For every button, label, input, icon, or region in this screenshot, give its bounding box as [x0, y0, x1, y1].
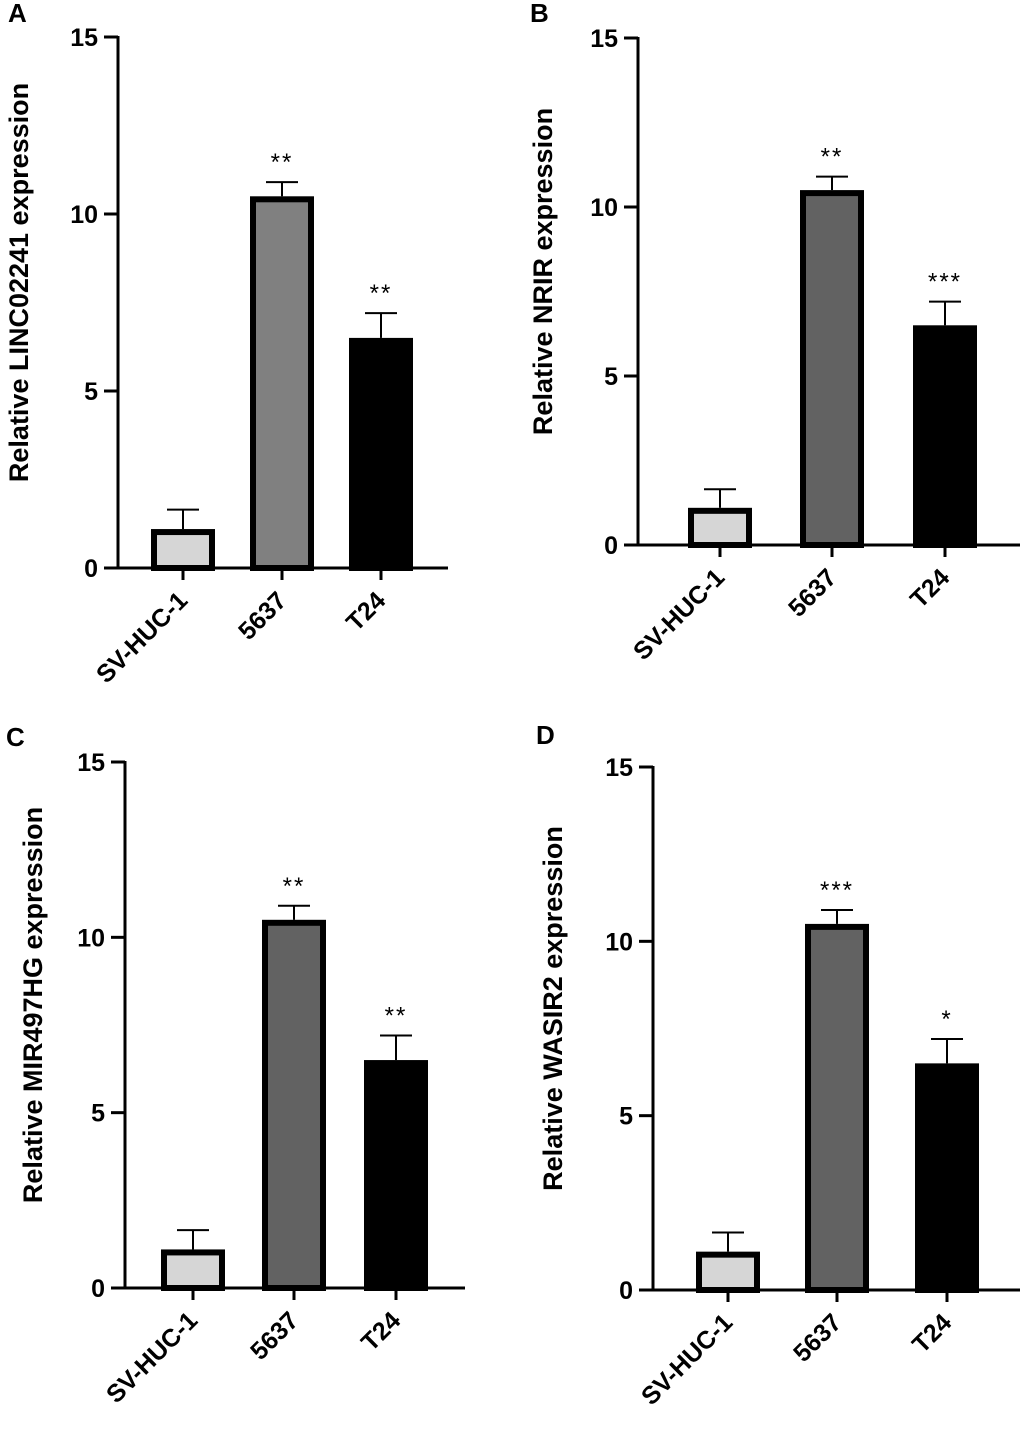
- category-label: T24: [907, 1308, 957, 1358]
- y-tick-label: 10: [590, 194, 618, 222]
- significance-label: **: [385, 1003, 408, 1030]
- y-axis-label: Relative LINC02241 expression: [4, 83, 34, 482]
- bar-t24: [364, 1060, 428, 1292]
- y-tick-label: 0: [604, 532, 618, 560]
- category-label: T24: [341, 586, 391, 636]
- panel-d: D SV-HUC-1 *** 5637 * T24 0 5 10 15 Relative WASIR…: [510, 722, 1020, 1444]
- y-tick-label: 15: [70, 24, 98, 52]
- significance-label: *: [941, 1006, 952, 1033]
- significance-label: **: [271, 149, 294, 176]
- y-axis-label: Relative NRIR expression: [528, 108, 558, 435]
- bar-sv-huc-1: [688, 507, 752, 549]
- bar-5637: [262, 919, 326, 1292]
- y-tick-label: 5: [619, 1103, 633, 1131]
- bar-5637: [250, 196, 314, 572]
- panel-label: A: [8, 0, 27, 28]
- y-tick-label: 15: [590, 25, 618, 53]
- category-label: SV-HUC-1: [636, 1308, 738, 1410]
- bar-sv-huc-1: [161, 1249, 225, 1292]
- significance-label: **: [283, 873, 306, 900]
- category-label: SV-HUC-1: [628, 563, 730, 665]
- category-label: T24: [905, 563, 955, 613]
- y-tick-label: 0: [84, 555, 98, 583]
- significance-label: **: [370, 280, 393, 307]
- y-tick-label: 0: [619, 1277, 633, 1305]
- y-tick-label: 15: [77, 749, 105, 777]
- y-tick-label: 10: [605, 928, 633, 956]
- bar-5637: [800, 190, 864, 548]
- bar-sv-huc-1: [696, 1251, 760, 1293]
- panel-a: A SV-HUC-1 ** 5637 ** T24 0 5 10 15 Relative LINC0…: [0, 0, 510, 722]
- y-tick-label: 10: [77, 924, 105, 952]
- chart-a: A SV-HUC-1 ** 5637 ** T24 0 5 10 15 Relative LINC0…: [4, 0, 448, 689]
- category-label: 5637: [783, 563, 842, 622]
- y-tick-label: 10: [70, 201, 98, 229]
- category-label: T24: [356, 1306, 406, 1356]
- y-axis-label: Relative WASIR2 expression: [538, 826, 568, 1191]
- y-tick-label: 0: [91, 1275, 105, 1303]
- significance-label: ***: [928, 269, 962, 296]
- bar-t24: [915, 1063, 979, 1293]
- y-tick-label: 15: [605, 754, 633, 782]
- panel-c: C SV-HUC-1 ** 5637 ** T24 0 5 10 15 Relative MIR49…: [0, 722, 510, 1444]
- y-tick-label: 5: [84, 378, 98, 406]
- panel-label: B: [530, 0, 549, 28]
- bar-t24: [349, 337, 413, 571]
- category-label: SV-HUC-1: [91, 586, 193, 688]
- significance-label: **: [821, 144, 844, 171]
- significance-label: ***: [820, 877, 854, 904]
- panel-label: C: [6, 722, 25, 752]
- bar-sv-huc-1: [151, 529, 215, 571]
- panel-b: B SV-HUC-1 ** 5637 *** T24 0 5 10 15 Relative NRIR…: [510, 0, 1020, 722]
- y-axis-label: Relative MIR497HG expression: [18, 807, 48, 1203]
- y-tick-label: 5: [604, 363, 618, 391]
- bar-5637: [805, 923, 869, 1293]
- bar-t24: [913, 325, 977, 548]
- category-label: 5637: [788, 1308, 847, 1367]
- category-label: 5637: [245, 1306, 304, 1365]
- chart-d: D SV-HUC-1 *** 5637 * T24 0 5 10 15 Relative WASIR…: [536, 722, 1020, 1411]
- chart-b: B SV-HUC-1 ** 5637 *** T24 0 5 10 15 Relative NRIR…: [528, 0, 1020, 666]
- chart-c: C SV-HUC-1 ** 5637 ** T24 0 5 10 15 Relative MIR49…: [6, 722, 465, 1409]
- category-label: 5637: [233, 586, 292, 645]
- category-label: SV-HUC-1: [101, 1306, 203, 1408]
- panel-label: D: [536, 722, 555, 750]
- y-tick-label: 5: [91, 1100, 105, 1128]
